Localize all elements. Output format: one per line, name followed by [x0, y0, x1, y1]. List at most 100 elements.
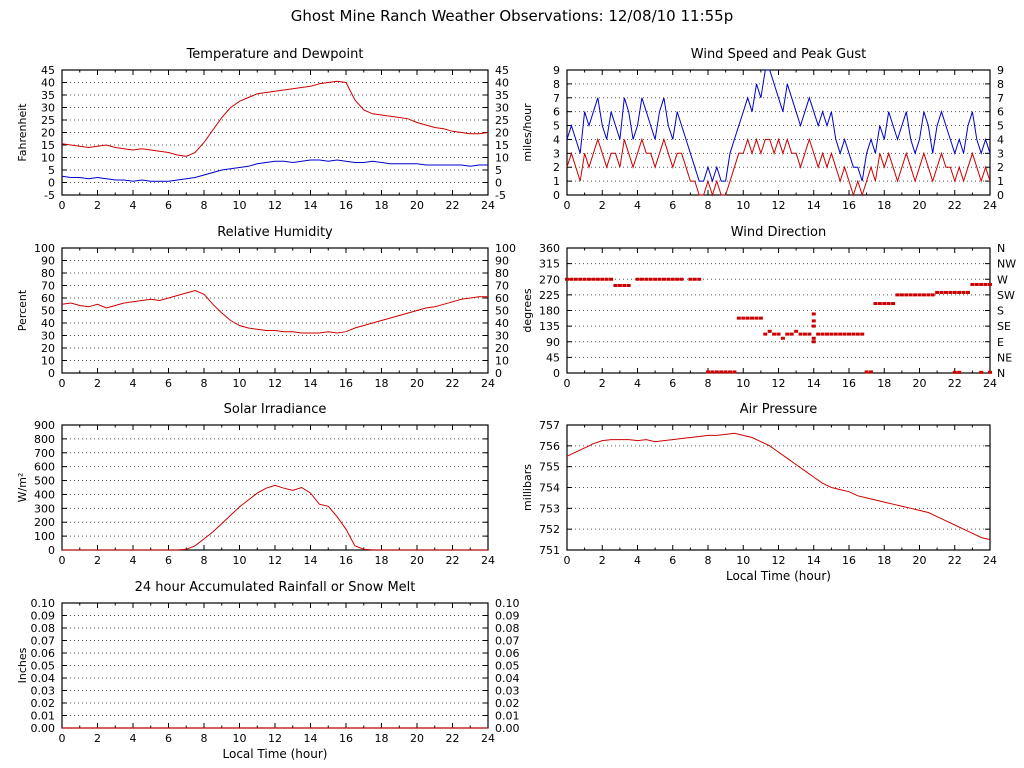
svg-text:0: 0 [48, 544, 55, 557]
scatter-point [970, 282, 975, 286]
svg-text:0.04: 0.04 [495, 672, 520, 685]
svg-text:4: 4 [997, 133, 1004, 146]
svg-text:20: 20 [410, 377, 424, 390]
svg-text:6: 6 [997, 106, 1004, 119]
svg-text:755: 755 [539, 461, 560, 474]
svg-text:0.10: 0.10 [31, 597, 56, 610]
svg-text:360: 360 [539, 242, 560, 255]
svg-text:4: 4 [634, 199, 641, 212]
svg-text:7: 7 [997, 92, 1004, 105]
scatter-point [855, 332, 860, 336]
scatter-point [816, 332, 821, 336]
scatter-point [644, 277, 649, 281]
scatter-point [895, 293, 900, 297]
svg-text:100: 100 [34, 530, 55, 543]
scatter-point [772, 332, 777, 336]
svg-text:4: 4 [130, 554, 137, 567]
svg-text:2: 2 [94, 732, 101, 745]
scatter-point [692, 277, 697, 281]
scatter-point [626, 284, 631, 287]
svg-text:24: 24 [481, 377, 495, 390]
svg-text:S: S [997, 305, 1004, 318]
chart-relative-humidity: Relative Humidity 0 2 4 6 8 10 12 14 16 18 20 22 24 0 0… [12, 220, 520, 407]
svg-text:45: 45 [495, 64, 509, 77]
svg-text:0.06: 0.06 [31, 647, 56, 660]
svg-text:6: 6 [165, 199, 172, 212]
scatter-point [648, 277, 653, 281]
svg-text:30: 30 [41, 102, 55, 115]
svg-text:0.01: 0.01 [31, 710, 56, 723]
svg-text:5: 5 [553, 120, 560, 133]
svg-text:5: 5 [997, 120, 1004, 133]
svg-text:10: 10 [233, 554, 247, 567]
svg-text:600: 600 [34, 461, 55, 474]
svg-text:24: 24 [983, 377, 997, 390]
svg-text:15: 15 [41, 139, 55, 152]
svg-text:4: 4 [634, 377, 641, 390]
scatter-point [728, 370, 733, 374]
svg-text:4: 4 [130, 199, 137, 212]
svg-text:0: 0 [564, 377, 571, 390]
svg-text:757: 757 [539, 419, 560, 432]
scatter-point [877, 302, 882, 306]
svg-text:0: 0 [495, 177, 502, 190]
scatter-point [943, 290, 948, 294]
svg-text:16: 16 [842, 554, 856, 567]
svg-text:135: 135 [539, 320, 560, 333]
svg-text:9: 9 [553, 64, 560, 77]
svg-text:45: 45 [546, 351, 560, 364]
scatter-point [860, 332, 865, 336]
svg-text:16: 16 [339, 554, 353, 567]
svg-text:12: 12 [772, 377, 786, 390]
svg-text:10: 10 [736, 377, 750, 390]
svg-text:Air Pressure: Air Pressure [740, 402, 818, 417]
scatter-point [609, 277, 614, 281]
svg-text:0: 0 [553, 367, 560, 380]
svg-text:25: 25 [41, 114, 55, 127]
svg-text:6: 6 [669, 554, 676, 567]
svg-text:0.07: 0.07 [495, 635, 520, 648]
scatter-point [988, 282, 992, 286]
chart-solar-irradiance: Solar Irradiance 0 2 4 6 8 10 12 14 16 18 20 22 24 0 10… [12, 397, 520, 584]
scatter-point [758, 316, 763, 320]
scatter-point [732, 370, 737, 374]
svg-text:12: 12 [772, 554, 786, 567]
chart-wind-speed-gust: Wind Speed and Peak Gust 0 2 4 6 8 10 12 14 16 18 2… [517, 42, 1022, 229]
svg-text:22: 22 [948, 377, 962, 390]
svg-text:1: 1 [553, 175, 560, 188]
chart-wind-direction: Wind Direction 0 2 4 6 8 10 12 14 16 18 20 22 24 0 N 45 N… [517, 220, 1022, 407]
scatter-point [957, 290, 962, 294]
scatter-point [802, 332, 807, 336]
svg-text:10: 10 [41, 152, 55, 165]
svg-text:0: 0 [495, 367, 502, 380]
svg-text:6: 6 [165, 377, 172, 390]
chart-air-pressure: Air Pressure 0 2 4 6 8 10 12 14 16 18 20 22 24 751 752 7… [517, 397, 1022, 584]
svg-text:6: 6 [165, 732, 172, 745]
svg-text:20: 20 [41, 127, 55, 140]
svg-text:50: 50 [495, 305, 509, 318]
series-wind-speed [566, 137, 991, 197]
svg-text:0.08: 0.08 [31, 622, 56, 635]
svg-text:SW: SW [997, 289, 1015, 302]
svg-text:14: 14 [304, 732, 318, 745]
scatter-point [697, 277, 702, 281]
scatter-point [882, 302, 887, 306]
svg-text:40: 40 [495, 317, 509, 330]
svg-text:20: 20 [410, 732, 424, 745]
svg-text:20: 20 [495, 127, 509, 140]
scatter-point [582, 277, 587, 281]
svg-text:315: 315 [539, 258, 560, 271]
scatter-point [595, 277, 600, 281]
svg-text:24 hour Accumulated Rainfall o: 24 hour Accumulated Rainfall or Snow Mel… [135, 580, 416, 595]
scatter-point [952, 370, 957, 374]
svg-text:10: 10 [736, 554, 750, 567]
svg-text:15: 15 [495, 139, 509, 152]
svg-text:40: 40 [495, 77, 509, 90]
svg-text:14: 14 [807, 377, 821, 390]
svg-text:E: E [997, 336, 1004, 349]
svg-text:SE: SE [997, 320, 1011, 333]
svg-text:10: 10 [233, 199, 247, 212]
svg-text:300: 300 [34, 502, 55, 515]
scatter-point [706, 370, 710, 374]
